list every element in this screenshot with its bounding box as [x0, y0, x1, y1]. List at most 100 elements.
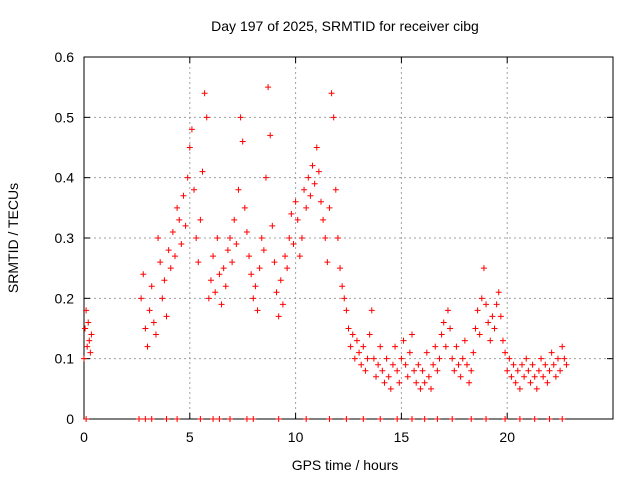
data-point	[506, 355, 513, 362]
data-point	[165, 247, 172, 254]
data-point	[542, 361, 549, 368]
data-point	[552, 373, 559, 380]
data-point	[411, 367, 418, 374]
data-point	[227, 416, 234, 422]
data-point	[415, 361, 422, 368]
data-point	[233, 241, 240, 248]
data-point	[442, 343, 449, 350]
data-point	[341, 295, 348, 302]
data-point	[161, 277, 168, 284]
data-point	[423, 349, 430, 356]
data-point	[86, 337, 93, 344]
data-point	[332, 186, 339, 193]
data-point	[483, 301, 490, 308]
data-point	[148, 283, 155, 290]
data-point	[349, 331, 356, 338]
data-point	[523, 355, 530, 362]
y-tick-label: 0.3	[55, 230, 75, 246]
data-point	[220, 265, 227, 272]
data-point	[538, 355, 545, 362]
data-point	[256, 265, 263, 272]
data-point	[472, 325, 479, 332]
data-point	[279, 301, 286, 308]
data-point	[512, 379, 519, 386]
data-point	[502, 349, 509, 356]
data-point	[87, 349, 94, 356]
data-point	[451, 367, 458, 374]
data-point	[474, 307, 481, 314]
data-point	[328, 90, 335, 97]
data-point	[201, 90, 208, 97]
data-point	[184, 174, 191, 181]
data-point	[343, 307, 350, 314]
data-point	[167, 265, 174, 272]
data-point	[186, 144, 193, 151]
data-point	[533, 385, 540, 392]
data-point	[383, 355, 390, 362]
data-point	[529, 361, 536, 368]
data-point	[241, 204, 248, 211]
data-point	[389, 361, 396, 368]
data-point	[434, 416, 441, 422]
data-point	[197, 216, 204, 223]
data-point	[303, 204, 310, 211]
data-point	[421, 416, 428, 422]
data-point	[243, 416, 250, 422]
data-point	[140, 271, 147, 278]
data-point	[358, 361, 365, 368]
data-point	[510, 361, 517, 368]
data-point	[275, 416, 282, 422]
data-point	[138, 295, 145, 302]
data-point	[373, 373, 380, 380]
data-point	[463, 361, 470, 368]
data-point	[421, 379, 428, 386]
data-point	[425, 373, 432, 380]
x-tick-label: 0	[80, 429, 88, 445]
data-point	[148, 416, 155, 422]
data-point	[271, 259, 278, 266]
data-point	[548, 349, 555, 356]
data-point	[248, 271, 255, 278]
y-tick-label: 0.4	[55, 170, 75, 186]
data-point	[142, 325, 149, 332]
data-point	[85, 319, 92, 326]
data-point	[222, 283, 229, 290]
data-point	[235, 186, 242, 193]
x-tick-label: 5	[186, 429, 194, 445]
data-point	[330, 114, 337, 121]
chart-title: Day 197 of 2025, SRMTID for receiver cib…	[211, 18, 479, 34]
data-point	[497, 313, 504, 320]
data-point	[218, 301, 225, 308]
data-point	[322, 235, 329, 241]
data-point	[252, 283, 259, 290]
data-point	[205, 295, 212, 302]
data-point	[174, 204, 181, 211]
data-point	[364, 355, 371, 362]
data-point	[459, 355, 466, 362]
data-point	[402, 361, 409, 368]
data-point	[519, 361, 526, 368]
data-point	[307, 192, 314, 199]
data-point	[396, 379, 403, 386]
data-point	[311, 180, 318, 187]
data-point	[88, 331, 95, 338]
data-point	[298, 235, 305, 241]
data-point	[169, 228, 176, 235]
data-point	[224, 247, 231, 254]
data-point	[339, 283, 346, 290]
data-point	[210, 416, 217, 422]
data-point	[406, 349, 413, 356]
data-point	[470, 349, 477, 356]
x-tick-label: 15	[394, 429, 410, 445]
data-point	[525, 367, 532, 374]
data-point	[485, 319, 492, 326]
data-point	[495, 289, 502, 296]
data-point	[216, 416, 223, 422]
data-point	[210, 253, 217, 260]
data-point	[531, 416, 538, 422]
data-point	[557, 367, 564, 374]
data-point	[516, 385, 523, 392]
data-point	[559, 416, 566, 422]
data-point	[229, 259, 236, 266]
data-point	[191, 186, 198, 193]
